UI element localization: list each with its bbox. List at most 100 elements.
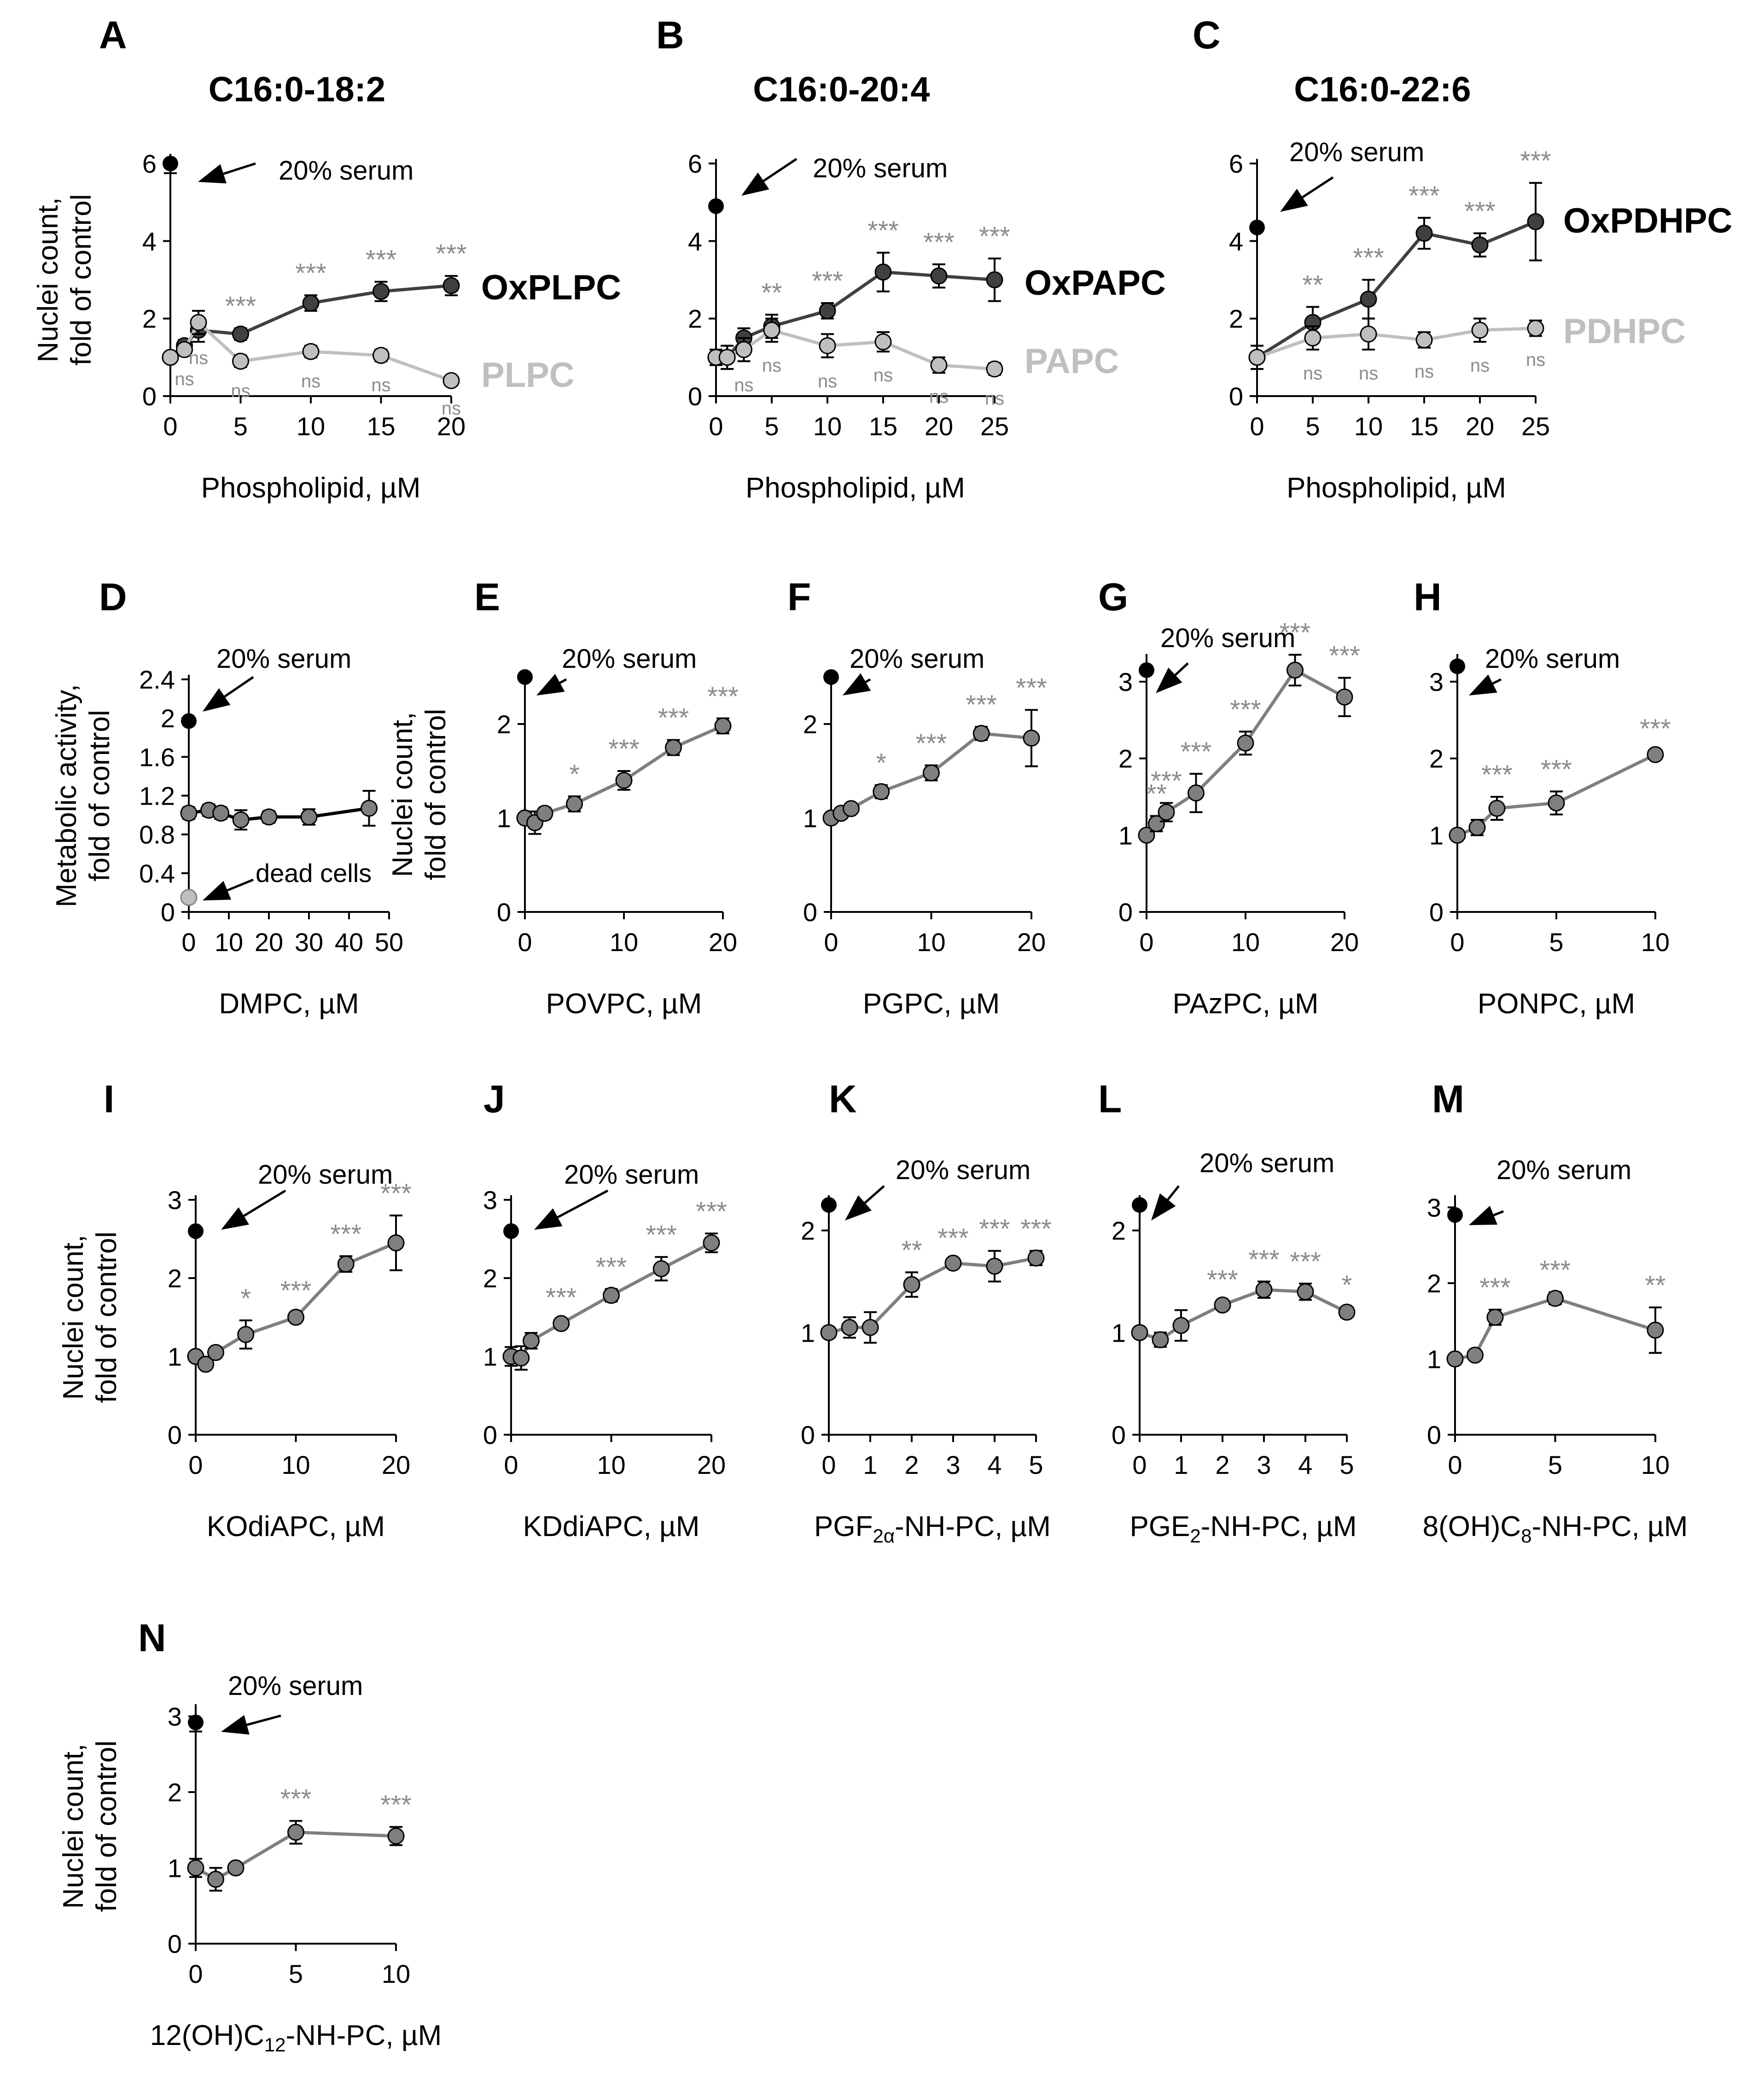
y-tick-label: 4 <box>1229 227 1243 256</box>
serum-label: 20% serum <box>228 1671 363 1701</box>
significance-label: ** <box>1302 270 1323 300</box>
y-axis-label: Nuclei count,fold of control <box>387 709 452 880</box>
significance-label: *** <box>436 239 467 269</box>
data-point <box>1255 1281 1273 1298</box>
significance-label: *** <box>1230 695 1261 724</box>
data-point <box>523 1332 540 1350</box>
data-point <box>903 1276 920 1293</box>
data-point <box>763 321 780 339</box>
series-line <box>716 328 995 371</box>
data-point <box>1148 815 1165 832</box>
x-tick-label: 5 <box>1305 412 1320 441</box>
data-point <box>665 739 682 756</box>
serum-arrow-head <box>221 1207 249 1230</box>
serum-label: 20% serum <box>1160 623 1295 653</box>
y-tick-label: 1 <box>1427 1344 1441 1373</box>
data-point <box>190 314 207 331</box>
ns-label: ns <box>442 398 461 419</box>
data-point <box>212 804 230 822</box>
significance-label: *** <box>1409 181 1440 211</box>
panel-h: H 0 1 2 3 0 5 10 PONPC, µM *** *** *** 20% serum <box>1414 575 1671 1020</box>
data-point <box>1214 1296 1231 1314</box>
significance-label: * <box>876 748 886 778</box>
x-tick-label: 0 <box>1250 412 1264 441</box>
data-point <box>1647 746 1664 763</box>
data-point <box>1131 1324 1148 1341</box>
significance-label: ** <box>761 278 782 308</box>
series-kodiapc: * ********* <box>187 1179 412 1373</box>
x-axis-label-part: -NH-PC, µM <box>1532 1511 1688 1542</box>
y-tick-label: 0 <box>801 1420 815 1449</box>
x-tick-label: 1 <box>1174 1450 1188 1479</box>
serum-label: 20% serum <box>1496 1155 1631 1185</box>
serum-point <box>503 1223 519 1239</box>
data-point <box>873 783 890 800</box>
panel-title: C16:0-22:6 <box>1294 70 1471 109</box>
x-tick-label: 10 <box>1641 1450 1670 1479</box>
panel-i: I 0 1 2 3 0 10 20 KOdiAPC, µM Nuclei count,fold o… <box>58 1077 412 1542</box>
y-axis-label: Metabolic activity,fold of control <box>51 684 116 907</box>
data-point <box>512 1349 530 1367</box>
x-tick-label: 10 <box>215 928 243 957</box>
data-point <box>718 349 736 366</box>
series-label: OxPDHPC <box>1563 201 1732 240</box>
serum-arrow-shaft <box>865 678 871 683</box>
data-point <box>1023 730 1040 747</box>
serum-label: 20% serum <box>564 1160 699 1190</box>
y-tick-label: 0.4 <box>139 859 175 888</box>
x-axis-label-part: -NH-PC, µM <box>895 1511 1051 1542</box>
x-tick-label: 10 <box>281 1450 310 1479</box>
significance-label: ** <box>1645 1271 1665 1301</box>
serum-arrow-head <box>741 172 769 196</box>
data-point <box>1486 1309 1504 1326</box>
data-point <box>986 271 1003 288</box>
significance-label: *** <box>1353 243 1384 273</box>
x-axis-label-part: 12(OH)C <box>150 2020 264 2051</box>
serum-arrow-head <box>198 164 227 184</box>
serum-arrow-shaft <box>864 1185 885 1204</box>
y-tick-label: 2 <box>161 704 175 733</box>
data-point <box>819 337 836 355</box>
significance-label: *** <box>1248 1244 1280 1274</box>
ns-label: ns <box>818 371 837 391</box>
serum-point <box>821 1197 837 1213</box>
series-povpc: ********** <box>516 682 739 835</box>
x-tick-label: 20 <box>1017 928 1046 957</box>
y-tick-label: 0 <box>168 1929 182 1958</box>
x-axis-label-part: -NH-PC, µM <box>285 2020 442 2051</box>
serum-label: 20% serum <box>562 644 697 674</box>
data-point <box>1338 1303 1356 1321</box>
x-tick-label: 5 <box>1549 928 1563 957</box>
data-point <box>1027 1249 1045 1267</box>
data-point <box>819 302 836 320</box>
serum-arrow-shaft <box>1492 678 1502 685</box>
x-tick-label: 4 <box>1298 1450 1312 1479</box>
significance-label: *** <box>608 734 640 764</box>
x-tick-label: 0 <box>504 1450 518 1479</box>
serum-point <box>708 198 724 214</box>
ns-label: ns <box>371 375 390 395</box>
data-point <box>302 294 320 312</box>
series-12-oh-c12-nh-pc: *** *** <box>187 1784 412 1892</box>
significance-label: *** <box>1464 197 1496 227</box>
panel-d: D 0 0.4 0.8 1.2 1.6 2 2.4 0 10 20 30 40 50 DMPC, µM Met… <box>51 575 403 1020</box>
y-axis-label-line: Metabolic activity, <box>51 684 82 907</box>
data-point <box>442 277 460 294</box>
x-axis-label: KOdiAPC, µM <box>207 1511 385 1542</box>
significance-label: *** <box>295 258 326 288</box>
x-axis-label: DMPC, µM <box>219 988 359 1020</box>
x-axis-label: Phospholipid, µM <box>1287 472 1506 504</box>
x-axis-label-part: 8 <box>1521 1525 1531 1547</box>
x-tick-label: 10 <box>610 928 638 957</box>
series-dmpc <box>180 789 378 831</box>
data-point <box>1237 734 1254 752</box>
data-point <box>162 349 179 366</box>
x-tick-label: 20 <box>255 928 283 957</box>
serum-arrow-shaft <box>1167 1185 1180 1201</box>
significance-label: *** <box>1016 673 1047 703</box>
x-axis-label: Phospholipid, µM <box>745 472 965 504</box>
serum-arrow-head <box>1280 188 1308 212</box>
x-tick-label: 2 <box>904 1450 919 1479</box>
